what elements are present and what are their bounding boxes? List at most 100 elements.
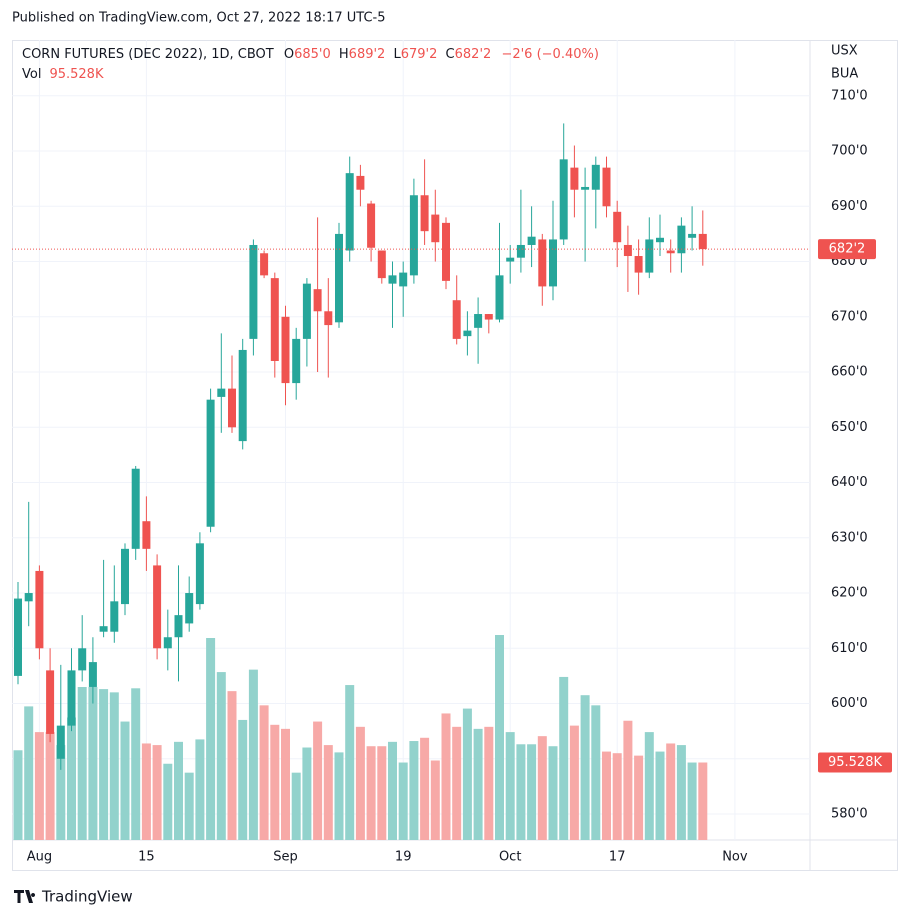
candle-body: [195, 543, 204, 605]
volume-bar: [163, 763, 173, 840]
volume-bar: [131, 688, 141, 840]
volume-bar: [291, 772, 301, 840]
x-tick-label: 19: [395, 850, 412, 865]
volume-bar: [99, 689, 109, 840]
y-tick-label: 690'0: [831, 199, 868, 214]
candle-body: [559, 159, 568, 240]
y-tick-label: 640'0: [831, 475, 868, 490]
x-tick-label: Aug: [27, 850, 52, 865]
title: CORN FUTURES (DEC 2022), 1D, CBOT: [22, 47, 274, 62]
candle-body: [302, 283, 311, 339]
volume-bar: [174, 741, 183, 840]
candle-body: [431, 214, 440, 243]
volume-bar: [216, 672, 226, 840]
volume-bar: [591, 705, 601, 840]
brand-logo: [14, 890, 36, 903]
volume-bar: [109, 692, 119, 840]
volume-bar: [537, 736, 547, 840]
candle-body: [516, 244, 525, 258]
candle-body: [634, 256, 643, 273]
volume-bar: [345, 685, 355, 840]
volume-bar: [152, 745, 162, 840]
volume-bar: [366, 746, 376, 840]
candle-body: [656, 237, 664, 243]
candle-body: [142, 521, 151, 549]
candle-body: [527, 236, 536, 245]
legend: CORN FUTURES (DEC 2022), 1D, CBOT O685'0…: [22, 47, 599, 62]
y-tick-label: 660'0: [831, 365, 868, 380]
volume-legend: Vol 95.528K: [22, 67, 104, 82]
volume-bar: [270, 724, 280, 840]
volume-bar: [580, 695, 590, 840]
candle-body: [442, 222, 450, 281]
volume-bar: [420, 737, 430, 840]
volume-badge-label: 95.528K: [828, 755, 882, 770]
y-tick-label: 600'0: [831, 696, 868, 711]
candle-body: [377, 250, 386, 279]
candle-body: [367, 203, 376, 248]
volume-bar: [88, 687, 98, 840]
volume-value: 95.528K: [49, 67, 103, 82]
volume-bar: [602, 751, 611, 840]
volume-bar: [24, 706, 34, 840]
volume-bar: [473, 728, 483, 840]
last-price-label: 682'2: [829, 242, 866, 257]
volume-bar: [569, 725, 579, 840]
volume-bar: [377, 746, 387, 840]
volume-bar: [355, 726, 365, 840]
legend-key: L: [393, 47, 401, 62]
candle-body: [131, 468, 140, 549]
volume-bar: [495, 635, 504, 840]
legend-value: 682'2: [455, 47, 492, 62]
volume-bar: [527, 744, 537, 840]
candle-body: [506, 257, 515, 262]
candle-body: [591, 164, 600, 190]
candle-body: [78, 648, 87, 671]
candle-body: [110, 601, 119, 632]
y-tick-label: 620'0: [831, 586, 868, 601]
candle-body: [228, 388, 236, 428]
brand: TradingView: [41, 888, 133, 906]
y-tick-label: 610'0: [831, 641, 868, 656]
candle-body: [270, 278, 279, 361]
volume-bar: [34, 732, 44, 840]
volume-bar: [248, 669, 258, 840]
volume-bar: [45, 732, 55, 840]
candle-body: [345, 173, 354, 251]
volume-bar: [559, 676, 569, 840]
candle-body: [666, 250, 675, 254]
volume-bar: [195, 739, 205, 840]
volume-bar: [452, 726, 462, 840]
volume-bar: [13, 750, 23, 840]
volume-bar: [644, 732, 654, 840]
candle-body: [474, 314, 483, 328]
volume-bar: [634, 755, 644, 840]
candle-body: [420, 195, 429, 232]
candle-body: [677, 225, 686, 254]
candle-body: [88, 662, 97, 687]
x-tick-label: Nov: [722, 850, 748, 865]
legend-value: 685'0: [294, 47, 331, 62]
volume-bar: [505, 732, 515, 840]
published: Published on TradingView.com, Oct 27, 20…: [12, 11, 386, 26]
candle-body: [185, 593, 194, 624]
volume-bar: [484, 726, 494, 840]
y-tick-label: 630'0: [831, 530, 868, 545]
volume-bar: [184, 772, 194, 840]
volume-bar: [398, 762, 408, 840]
volume-bar: [334, 752, 344, 840]
volume-bar: [666, 743, 676, 840]
candle-body: [409, 195, 418, 276]
candle-body: [463, 330, 472, 337]
candle-body: [645, 239, 654, 273]
x-tick-label: Sep: [273, 850, 298, 865]
candle-body: [581, 186, 590, 190]
volume-bar: [655, 751, 665, 840]
volume-bar: [388, 741, 397, 840]
volume-bar: [238, 719, 248, 840]
candle-body: [602, 167, 611, 207]
candle-body: [313, 289, 322, 312]
candle-body: [613, 211, 622, 243]
y-tick-label: 650'0: [831, 420, 868, 435]
